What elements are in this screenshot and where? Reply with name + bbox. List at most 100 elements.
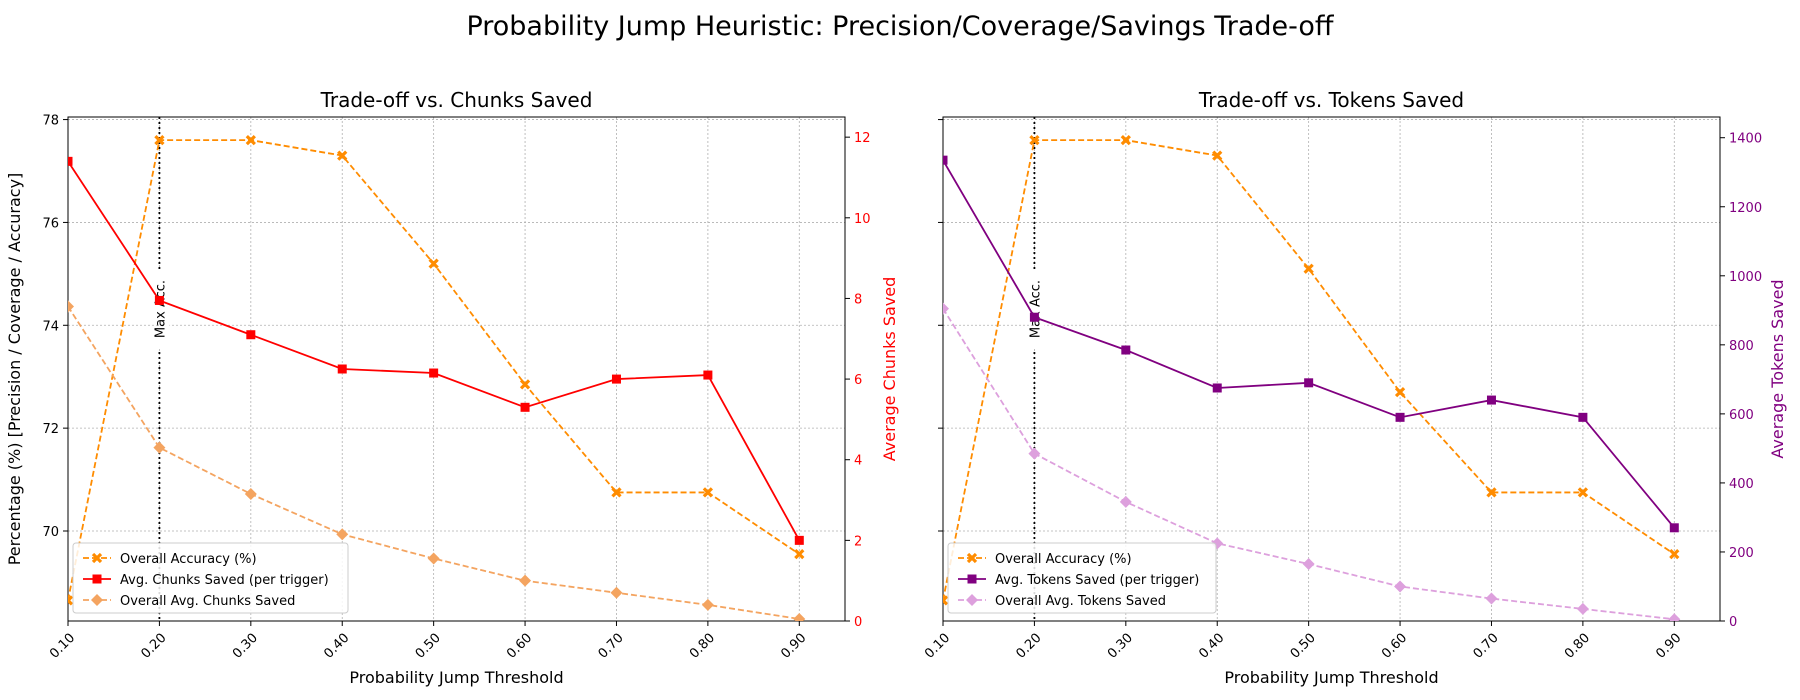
legend-marker — [966, 594, 978, 606]
y-axis-label: Percentage (%) [Precision / Coverage / A… — [5, 173, 24, 566]
data-point-avg-chunks-saved-per-trigger — [337, 364, 347, 374]
data-point-overall-avg-chunks-saved — [701, 598, 714, 611]
data-point-avg-tokens-saved-per-trigger — [1669, 523, 1679, 533]
plot-frame — [942, 116, 1721, 622]
legend-marker — [967, 574, 977, 584]
figure-title: Probability Jump Heuristic: Precision/Co… — [466, 11, 1334, 42]
x-tick-label: 0.60 — [504, 631, 535, 662]
data-point-overall-accuracy — [1303, 263, 1314, 274]
data-point-overall-accuracy — [337, 150, 348, 161]
x-axis-label: Probability Jump Threshold — [349, 668, 563, 687]
data-point-overall-avg-tokens-saved — [1485, 592, 1498, 605]
series-overall-avg-tokens-saved — [943, 302, 1681, 621]
data-point-overall-accuracy — [943, 595, 949, 606]
x-tick-label: 0.40 — [1196, 631, 1227, 662]
y2-tick-label: 600 — [1729, 408, 1754, 423]
data-point-overall-avg-tokens-saved — [943, 302, 949, 315]
data-point-overall-accuracy — [1120, 135, 1131, 146]
legend-marker — [966, 552, 978, 564]
legend-label: Avg. Tokens Saved (per trigger) — [995, 573, 1199, 588]
data-point-avg-chunks-saved-per-trigger — [246, 330, 256, 340]
data-point-avg-chunks-saved-per-trigger — [68, 156, 73, 166]
data-point-overall-accuracy — [1577, 487, 1589, 498]
data-point-overall-accuracy — [519, 379, 531, 390]
data-point-overall-accuracy — [1669, 549, 1680, 560]
x-tick-label: 0.50 — [1288, 631, 1319, 662]
y2-tick-label: 10 — [854, 212, 871, 227]
data-point-overall-accuracy — [1486, 487, 1497, 498]
y2-axis-label: Average Tokens Saved — [1768, 279, 1787, 458]
max-accuracy-label-bg — [157, 269, 170, 349]
data-point-overall-avg-chunks-saved — [68, 300, 74, 313]
max-accuracy-label: Max Acc. — [1028, 280, 1043, 338]
data-point-overall-avg-chunks-saved — [427, 552, 440, 565]
series-line-overall-accuracy — [943, 139, 1675, 601]
data-point-overall-avg-chunks-saved — [519, 574, 532, 587]
y2-tick-label: 12 — [854, 131, 871, 146]
y2-tick-label: 6 — [854, 373, 862, 388]
legend-box — [947, 542, 1217, 614]
y2-tick-label: 0 — [1729, 615, 1737, 630]
y2-tick-label: 8 — [854, 292, 862, 307]
data-point-avg-tokens-saved-per-trigger — [1486, 395, 1496, 405]
data-point-overall-avg-tokens-saved — [1394, 580, 1407, 593]
y-tick-label: 72 — [42, 422, 59, 437]
data-point-overall-avg-chunks-saved — [244, 487, 257, 500]
x-tick-label: 0.30 — [1105, 631, 1136, 662]
series-overall-accuracy — [943, 135, 1680, 606]
data-point-overall-avg-tokens-saved — [1302, 558, 1315, 571]
data-point-avg-tokens-saved-per-trigger — [1578, 412, 1588, 422]
x-tick-label: 0.30 — [230, 631, 261, 662]
y2-tick-label: 400 — [1729, 477, 1754, 492]
y2-axis-label: Average Chunks Saved — [880, 277, 899, 462]
x-tick-label: 0.80 — [687, 631, 718, 662]
x-tick-label: 0.80 — [1562, 631, 1593, 662]
data-point-overall-accuracy — [1029, 135, 1040, 146]
legend: Overall Accuracy (%) Avg. Tokens Saved (p… — [947, 542, 1217, 614]
data-point-overall-avg-chunks-saved — [336, 528, 349, 541]
data-point-overall-accuracy — [611, 487, 622, 498]
y2-tick-label: 200 — [1729, 546, 1754, 561]
max-accuracy-label-bg — [1032, 269, 1045, 349]
data-point-overall-accuracy — [1394, 387, 1406, 398]
data-point-overall-accuracy — [154, 135, 165, 146]
data-point-overall-avg-tokens-saved — [1119, 495, 1132, 508]
legend-marker — [91, 552, 103, 564]
legend-box — [72, 542, 349, 614]
series-avg-tokens-saved-per-trigger — [943, 155, 1679, 533]
data-point-overall-accuracy — [794, 549, 805, 560]
legend-label: Overall Accuracy (%) — [995, 552, 1132, 567]
x-tick-label: 0.60 — [1379, 631, 1410, 662]
data-point-avg-chunks-saved-per-trigger — [703, 370, 713, 380]
series-line-avg-tokens-saved-per-trigger — [943, 159, 1675, 529]
x-axis-label: Probability Jump Threshold — [1224, 668, 1438, 687]
y-tick-label: 70 — [42, 525, 59, 540]
legend: Overall Accuracy (%) Avg. Chunks Saved (p… — [72, 542, 349, 614]
legend-label: Avg. Chunks Saved (per trigger) — [120, 573, 329, 588]
data-point-overall-accuracy — [428, 258, 439, 269]
data-point-overall-avg-tokens-saved — [1576, 602, 1589, 615]
data-point-overall-avg-chunks-saved — [153, 441, 166, 454]
data-point-avg-chunks-saved-per-trigger — [520, 402, 530, 412]
x-tick-label: 0.10 — [47, 631, 78, 662]
legend-label: Overall Avg. Tokens Saved — [995, 594, 1166, 609]
max-accuracy-label: Max Acc. — [153, 280, 168, 338]
x-tick-label: 0.70 — [1471, 631, 1502, 662]
data-point-avg-tokens-saved-per-trigger — [1212, 383, 1222, 393]
data-point-overall-accuracy — [68, 595, 74, 606]
x-tick-label: 0.70 — [596, 631, 627, 662]
series-avg-chunks-saved-per-trigger — [68, 156, 804, 545]
y-tick-label: 74 — [42, 319, 59, 334]
y2-tick-label: 1200 — [1729, 201, 1762, 216]
data-point-avg-chunks-saved-per-trigger — [794, 535, 804, 545]
x-tick-label: 0.90 — [778, 631, 809, 662]
data-point-avg-tokens-saved-per-trigger — [943, 155, 948, 165]
series-line-overall-avg-chunks-saved — [68, 306, 800, 620]
data-point-avg-tokens-saved-per-trigger — [1395, 412, 1405, 422]
data-point-avg-chunks-saved-per-trigger — [429, 368, 439, 378]
y2-tick-label: 1400 — [1729, 132, 1762, 147]
y2-tick-label: 2 — [854, 534, 862, 549]
y2-tick-label: 1000 — [1729, 270, 1762, 285]
series-overall-avg-chunks-saved — [68, 300, 806, 621]
